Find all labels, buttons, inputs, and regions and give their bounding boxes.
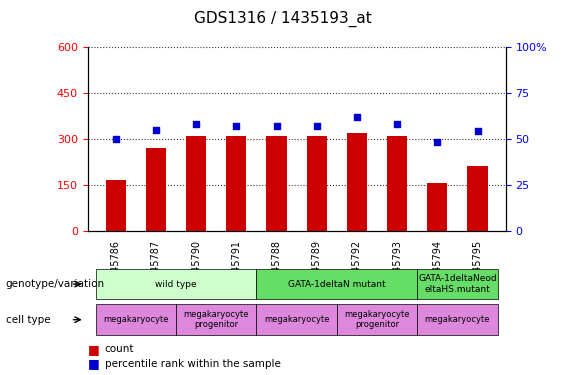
Text: cell type: cell type <box>6 315 50 325</box>
Point <box>353 114 362 120</box>
Point <box>111 136 120 142</box>
Bar <box>186 136 206 231</box>
Text: megakaryocyte
progenitor: megakaryocyte progenitor <box>184 310 249 329</box>
Text: count: count <box>105 345 134 354</box>
Bar <box>347 133 367 231</box>
Bar <box>95 269 257 299</box>
Bar <box>95 304 176 335</box>
Text: genotype/variation: genotype/variation <box>6 279 105 289</box>
Point <box>312 123 321 129</box>
Point <box>473 128 482 134</box>
Bar <box>257 269 417 299</box>
Bar <box>417 269 498 299</box>
Point <box>393 121 402 127</box>
Point <box>272 123 281 129</box>
Bar <box>176 304 257 335</box>
Bar <box>417 304 498 335</box>
Bar <box>307 136 327 231</box>
Bar <box>427 183 447 231</box>
Text: ■: ■ <box>88 343 99 356</box>
Point <box>192 121 201 127</box>
Text: megakaryocyte: megakaryocyte <box>103 315 168 324</box>
Bar <box>257 304 337 335</box>
Text: megakaryocyte: megakaryocyte <box>264 315 329 324</box>
Bar <box>467 166 488 231</box>
Bar <box>267 136 286 231</box>
Text: GATA-1deltaNeod
eltaHS.mutant: GATA-1deltaNeod eltaHS.mutant <box>418 274 497 294</box>
Text: percentile rank within the sample: percentile rank within the sample <box>105 359 280 369</box>
Point <box>433 140 442 146</box>
Point <box>151 127 160 133</box>
Text: megakaryocyte: megakaryocyte <box>425 315 490 324</box>
Point <box>232 123 241 129</box>
Bar <box>226 136 246 231</box>
Bar <box>337 304 417 335</box>
Text: ■: ■ <box>88 357 99 370</box>
Text: megakaryocyte
progenitor: megakaryocyte progenitor <box>344 310 410 329</box>
Bar <box>106 180 126 231</box>
Bar <box>387 136 407 231</box>
Bar <box>146 148 166 231</box>
Text: GDS1316 / 1435193_at: GDS1316 / 1435193_at <box>194 11 371 27</box>
Text: GATA-1deltaN mutant: GATA-1deltaN mutant <box>288 280 386 289</box>
Text: wild type: wild type <box>155 280 197 289</box>
